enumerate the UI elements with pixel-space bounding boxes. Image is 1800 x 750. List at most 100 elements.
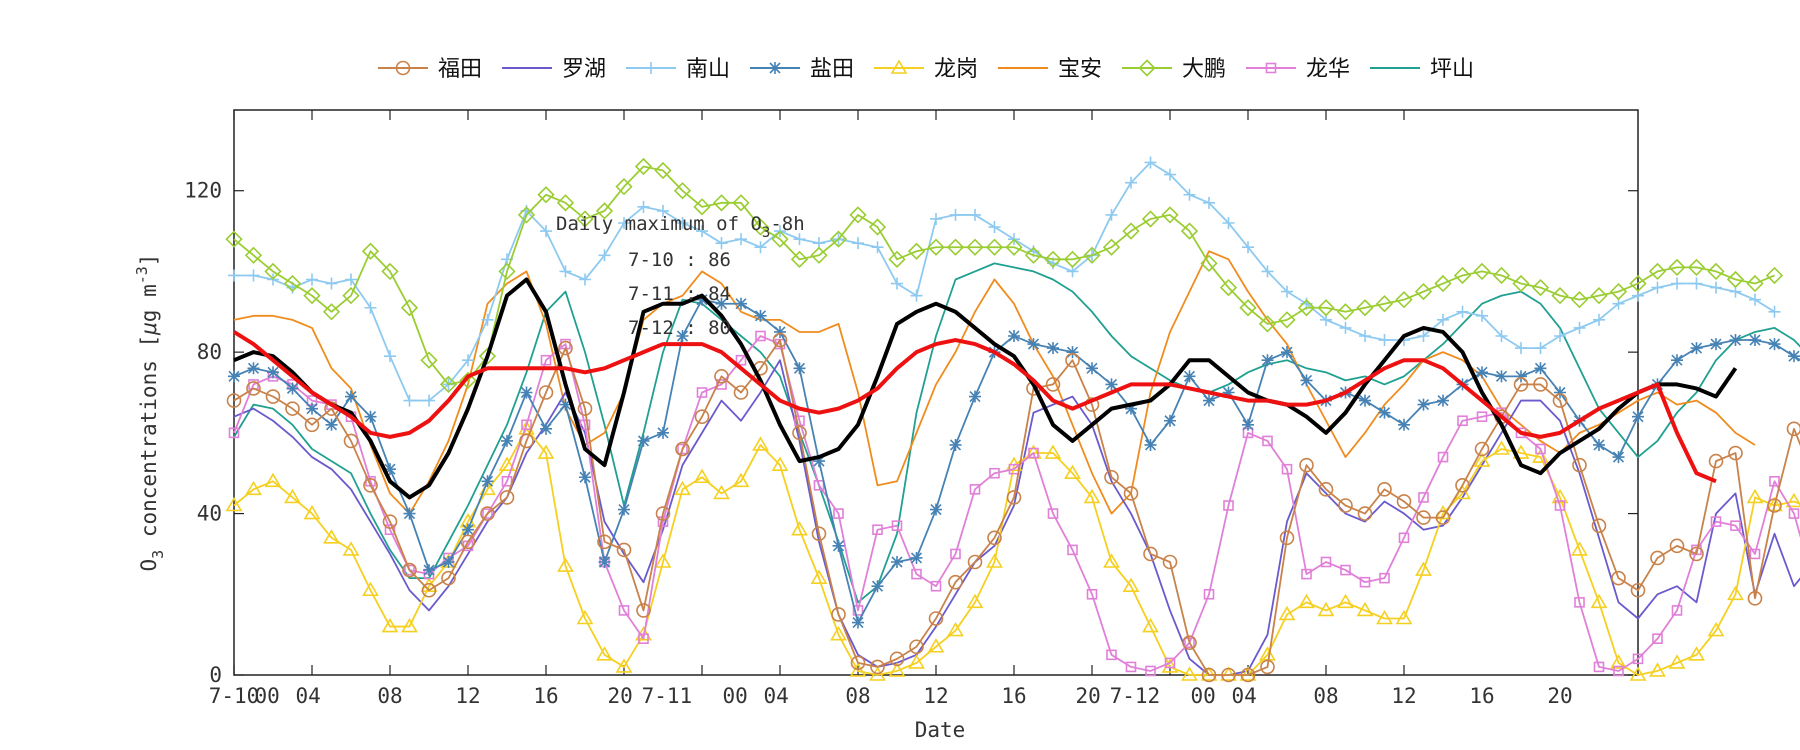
y-tick-label: 40 xyxy=(197,502,222,526)
data-point xyxy=(1573,321,1586,334)
x-tick-label: 7-11 xyxy=(642,684,693,708)
data-point xyxy=(1535,443,1546,455)
legend-item: 罗湖 xyxy=(502,57,606,82)
x-tick-label: 00 xyxy=(255,684,280,708)
data-point xyxy=(1710,338,1722,351)
data-point xyxy=(1359,330,1371,342)
data-point xyxy=(459,371,477,390)
data-point xyxy=(384,350,396,363)
data-point xyxy=(1690,277,1703,290)
data-point xyxy=(1671,605,1683,616)
data-point xyxy=(1125,176,1137,189)
data-point xyxy=(345,390,357,403)
data-point xyxy=(303,504,321,520)
data-point xyxy=(1066,346,1079,359)
annotation-line: 7-10 : 86 xyxy=(628,249,731,271)
data-point xyxy=(1453,266,1472,285)
data-point xyxy=(1024,246,1043,264)
series-line xyxy=(233,335,1800,672)
data-point xyxy=(517,206,536,224)
data-point xyxy=(732,194,750,212)
data-point xyxy=(537,444,555,459)
data-point xyxy=(829,230,848,248)
data-point xyxy=(322,303,341,321)
data-point xyxy=(657,204,669,217)
data-point xyxy=(1265,62,1277,74)
data-point xyxy=(228,427,240,439)
x-tick-label: 00 xyxy=(723,684,748,708)
data-point xyxy=(1629,274,1647,293)
legend-item: 龙华 xyxy=(1246,57,1350,82)
data-point xyxy=(832,539,845,552)
data-point xyxy=(869,666,886,681)
series-line xyxy=(232,330,1717,484)
data-point xyxy=(810,569,828,584)
legend-item: 宝安 xyxy=(998,57,1102,82)
data-point xyxy=(1258,315,1277,333)
data-point xyxy=(1414,282,1433,301)
data-point xyxy=(771,230,789,248)
data-point xyxy=(482,508,493,519)
data-point xyxy=(870,659,885,675)
data-point xyxy=(794,415,805,427)
x-axis-label: Date xyxy=(915,718,966,742)
data-point xyxy=(325,418,338,431)
data-point xyxy=(1746,488,1764,504)
data-point xyxy=(1768,338,1781,351)
x-tick-label: 16 xyxy=(533,684,558,708)
data-point xyxy=(930,503,942,516)
data-point xyxy=(1106,649,1117,661)
data-point xyxy=(677,443,688,455)
data-point xyxy=(1044,250,1062,268)
data-point xyxy=(1261,354,1274,367)
data-point xyxy=(1201,667,1217,683)
data-point xyxy=(1338,498,1353,513)
legend-item: 南山 xyxy=(626,57,730,82)
data-point xyxy=(966,593,984,609)
data-point xyxy=(1766,496,1783,512)
data-point xyxy=(675,441,690,457)
data-point xyxy=(1727,585,1744,601)
data-point xyxy=(1242,241,1254,254)
data-point xyxy=(1142,617,1159,633)
data-point xyxy=(1688,646,1705,661)
legend-item: 盐田 xyxy=(750,57,854,82)
data-point xyxy=(891,277,903,290)
data-point xyxy=(579,419,591,431)
data-point xyxy=(1281,463,1293,475)
data-point xyxy=(1474,441,1490,457)
data-point xyxy=(655,506,671,521)
data-point xyxy=(1123,486,1139,501)
data-point xyxy=(381,617,399,633)
data-point xyxy=(1609,282,1628,301)
data-point xyxy=(1749,548,1761,560)
data-point xyxy=(637,434,650,447)
legend-item: 龙岗 xyxy=(874,57,978,82)
data-point xyxy=(966,238,984,256)
data-point xyxy=(1749,293,1761,306)
legend: 福田 罗湖 南山 盐田 龙岗 宝安 大鹏 龙华 坪山 xyxy=(378,57,1474,82)
data-point xyxy=(1632,653,1644,665)
data-point xyxy=(754,309,767,322)
legend-label: 宝安 xyxy=(1058,57,1102,82)
data-point xyxy=(1376,609,1393,625)
legend-item: 福田 xyxy=(378,57,482,82)
legend-item: 坪山 xyxy=(1370,57,1474,82)
data-point xyxy=(1515,370,1527,383)
data-point xyxy=(1337,593,1354,609)
data-point xyxy=(558,340,573,356)
data-point xyxy=(1417,330,1430,342)
data-point xyxy=(596,646,613,661)
data-point xyxy=(715,237,728,250)
x-tick-label: 7-10 xyxy=(209,684,260,708)
data-point xyxy=(1162,554,1178,570)
data-point xyxy=(947,622,964,637)
data-point xyxy=(928,611,944,626)
data-point xyxy=(1591,518,1607,533)
x-tick-label: 20 xyxy=(1075,684,1100,708)
data-point xyxy=(1223,500,1234,511)
data-point xyxy=(1065,352,1080,368)
data-point xyxy=(285,401,300,416)
data-point xyxy=(1767,498,1782,513)
data-point xyxy=(323,529,340,544)
